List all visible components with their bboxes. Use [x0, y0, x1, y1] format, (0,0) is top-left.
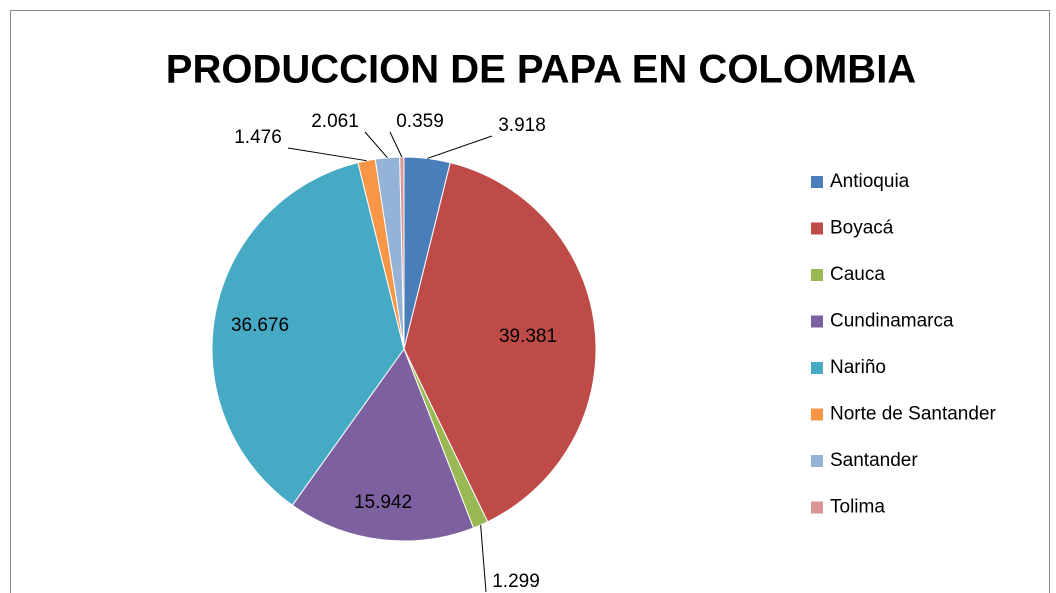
data-label: 39.381: [499, 326, 557, 347]
data-label: 0.359: [396, 111, 444, 132]
pie-slice: [211, 161, 405, 506]
legend-swatch: [811, 222, 823, 235]
legend-label: Cauca: [830, 264, 885, 285]
legend-swatch: [811, 176, 823, 188]
leader-line: [364, 131, 388, 159]
data-label: 1.299: [492, 571, 540, 592]
legend-label: Norte de Santander: [830, 404, 997, 425]
legend-label: Antioquia: [830, 171, 910, 192]
legend-label: Boyacá: [830, 218, 894, 239]
pie-slice: [291, 347, 475, 542]
legend-label: Cundinamarca: [830, 311, 954, 332]
legend-label: Tolima: [830, 497, 885, 518]
data-label: 2.061: [311, 111, 359, 132]
legend-swatch: [811, 408, 823, 421]
data-label: 1.476: [234, 127, 282, 148]
data-label: 15.942: [354, 492, 412, 513]
legend-swatch: [811, 501, 823, 514]
legend-label: Nariño: [830, 357, 886, 378]
legend-swatch: [811, 269, 823, 281]
pie-slice: [403, 162, 597, 523]
legend-swatch: [811, 362, 823, 374]
leader-line: [480, 525, 487, 593]
chart-title: PRODUCCION DE PAPA EN COLOMBIA: [166, 48, 916, 92]
pie-slice: [399, 156, 405, 350]
leader-line: [287, 147, 367, 162]
leader-line: [427, 135, 493, 159]
legend-swatch: [811, 315, 823, 328]
leader-line: [389, 131, 403, 158]
data-label: 3.918: [498, 115, 546, 136]
legend-swatch: [811, 455, 823, 467]
data-label: 36.676: [231, 315, 289, 336]
legend-label: Santander: [830, 450, 918, 471]
